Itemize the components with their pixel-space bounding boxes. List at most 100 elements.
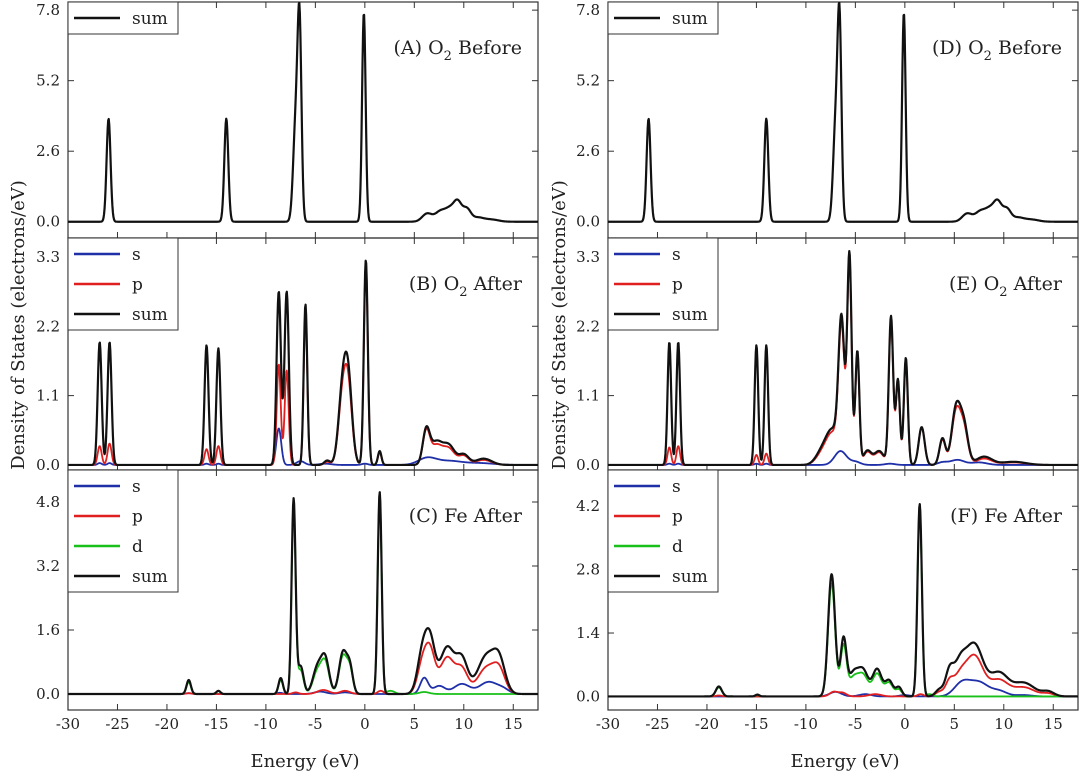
y-tick-label: 1.1	[36, 387, 60, 405]
y-tick-label: 0.0	[576, 687, 600, 705]
y-tick-label: 4.8	[36, 493, 60, 511]
x-tick-label: -30	[56, 715, 80, 733]
y-tick-label: 0.0	[36, 213, 60, 231]
x-tick-label: -10	[794, 715, 818, 733]
series-line-sum	[68, 259, 538, 467]
panel-title-suffix: Before	[992, 37, 1062, 59]
legend-label-p: p	[132, 275, 143, 295]
x-tick-label: 0	[360, 715, 370, 733]
x-tick-label: 15	[1044, 715, 1063, 733]
legend: spd sum	[607, 469, 719, 593]
y-tick-label: 1.6	[36, 621, 60, 639]
legend-label-sum: sum	[132, 305, 168, 325]
x-tick-label: -20	[695, 715, 719, 733]
y-tick-label: 7.8	[36, 1, 60, 19]
x-tick-label: -30	[596, 715, 620, 733]
panel-title-suffix: After	[1008, 273, 1063, 295]
series-line-p	[608, 653, 1078, 698]
right-xlabel: Energy (eV)	[790, 751, 899, 772]
x-tick-label: 0	[900, 715, 910, 733]
right-ylabel: Density of States (electrons/eV)	[549, 180, 570, 470]
panel-title: (F) Fe After	[950, 505, 1063, 527]
panel-title-suffix: Before	[452, 37, 522, 59]
y-tick-label: 3.2	[36, 557, 60, 575]
legend-label-p: p	[672, 275, 683, 295]
panel-title-main: (C) Fe After	[409, 505, 523, 527]
legend: sp sum	[67, 237, 179, 331]
x-tick-label: 10	[454, 715, 473, 733]
legend-frame	[67, 469, 179, 593]
y-tick-label: 2.2	[576, 317, 600, 335]
y-tick-label: 0.0	[36, 456, 60, 474]
x-tick-label: -5	[848, 715, 863, 733]
y-tick-label: 2.6	[576, 142, 600, 160]
panels-group: 0.02.65.27.8 sum(A) O2 Before0.01.12.23.3…	[36, 1, 1079, 711]
right-x-axis: -30 -25 -20 -15 -10 -5 0 5 10 15	[596, 715, 1063, 733]
series-line-s	[608, 678, 1078, 698]
legend-frame	[607, 469, 719, 593]
y-tick-label: 1.1	[576, 387, 600, 405]
panel-title-subscript: 2	[444, 49, 452, 64]
left-ylabel: Density of States (electrons/eV)	[8, 180, 29, 470]
y-tick-label: 2.8	[576, 561, 600, 579]
panel-title-main: (D) O	[932, 37, 984, 59]
legend: sum	[607, 1, 719, 35]
y-tick-label: 2.6	[36, 142, 60, 160]
legend-label-p: p	[672, 507, 683, 527]
series-line-sum	[608, 249, 1078, 467]
y-tick-label: 7.8	[576, 1, 600, 19]
left-xlabel: Energy (eV)	[250, 751, 359, 772]
y-tick-label: 5.2	[576, 72, 600, 90]
x-tick-label: 15	[504, 715, 523, 733]
x-tick-label: 5	[950, 715, 960, 733]
x-tick-label: -25	[105, 715, 129, 733]
series-line-sum	[608, 503, 1078, 698]
legend-label-sum: sum	[672, 567, 708, 587]
legend: sp sum	[607, 237, 719, 331]
legend-label-sum: sum	[672, 305, 708, 325]
panel-title-main: (B) O	[409, 273, 459, 295]
y-tick-label: 2.2	[36, 317, 60, 335]
panel-F: 0.0 1.4 2.8 4.2 spd sum (F) Fe After	[576, 469, 1079, 711]
x-tick-label: -15	[744, 715, 768, 733]
legend: sum	[67, 1, 179, 35]
panel-title: (C) Fe After	[409, 505, 523, 527]
series-line-sum	[68, 2, 538, 223]
panel-title: (B) O2 After	[409, 273, 523, 300]
y-tick-label: 0.0	[576, 456, 600, 474]
y-tick-label: 5.2	[36, 72, 60, 90]
panel-title: (A) O2 Before	[394, 37, 523, 64]
y-tick-label: 4.2	[576, 497, 600, 515]
legend-label-d: d	[132, 537, 143, 557]
panel-A: 0.0 2.6 5.2 7.8 sum (A) O2 Before	[36, 1, 539, 239]
left-x-axis: -30 -25 -20 -15 -10 -5 0 5 10 15	[56, 715, 523, 733]
legend-label-p: p	[132, 507, 143, 527]
x-tick-label: -20	[155, 715, 179, 733]
legend-label-s: s	[132, 245, 141, 265]
panel-title-subscript: 2	[459, 285, 467, 300]
panel-C: 0.0 1.6 3.2 4.8 spd sum (C) Fe After	[36, 469, 539, 711]
legend-label-sum: sum	[672, 9, 708, 29]
y-tick-label: 0.0	[576, 213, 600, 231]
panel-title-subscript: 2	[984, 49, 992, 64]
panel-title-main: (E) O	[949, 273, 999, 295]
y-tick-label: 3.3	[576, 248, 600, 266]
legend-label-sum: sum	[132, 9, 168, 29]
panel-title-subscript: 2	[999, 285, 1007, 300]
y-tick-label: 0.0	[36, 685, 60, 703]
legend-label-s: s	[672, 245, 681, 265]
panel-title-main: (A) O	[394, 37, 444, 59]
series-line-sum	[68, 491, 538, 696]
x-tick-label: 5	[410, 715, 420, 733]
legend-label-s: s	[672, 477, 681, 497]
panel-B: 0.0 1.1 2.2 3.3 sp sum (B) O2 After	[36, 237, 539, 474]
legend-label-d: d	[672, 537, 683, 557]
panel-title-suffix: After	[468, 273, 523, 295]
panel-title-main: (F) Fe After	[950, 505, 1063, 527]
legend-label-sum: sum	[132, 567, 168, 587]
y-tick-label: 3.3	[36, 248, 60, 266]
x-tick-label: -25	[645, 715, 669, 733]
x-tick-label: -15	[204, 715, 228, 733]
series-line-sum	[608, 2, 1078, 223]
